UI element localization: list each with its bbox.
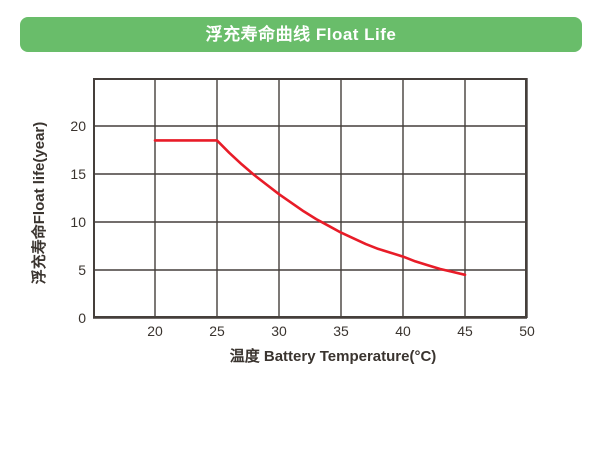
float-life-curve [153, 139, 467, 277]
x-tick-label: 40 [395, 323, 411, 339]
x-tick-label: 20 [147, 323, 163, 339]
plot-border [93, 78, 527, 318]
x-tick-label: 50 [519, 323, 535, 339]
y-tick-label: 0 [78, 310, 86, 326]
float-life-chart [93, 78, 528, 319]
x-axis-title: 温度 Battery Temperature(°C) [229, 348, 437, 365]
y-tick-label: 20 [70, 118, 86, 134]
x-tick-label: 30 [271, 323, 287, 339]
x-tick-label: 45 [457, 323, 473, 339]
header-banner: 浮充寿命曲线 Float Life [20, 17, 582, 52]
x-tick-label: 25 [209, 323, 225, 339]
x-tick-label: 35 [333, 323, 349, 339]
y-axis-tick-labels: 0 5 10 15 20 [50, 78, 86, 326]
page-title: 浮充寿命曲线 Float Life [205, 25, 397, 44]
x-axis-tick-labels: 20 25 30 35 40 45 50 [93, 323, 535, 341]
y-axis-title: 浮充寿命Float life(year) [31, 121, 48, 285]
y-tick-label: 10 [70, 214, 86, 230]
y-tick-label: 5 [78, 262, 86, 278]
y-tick-label: 15 [70, 166, 86, 182]
